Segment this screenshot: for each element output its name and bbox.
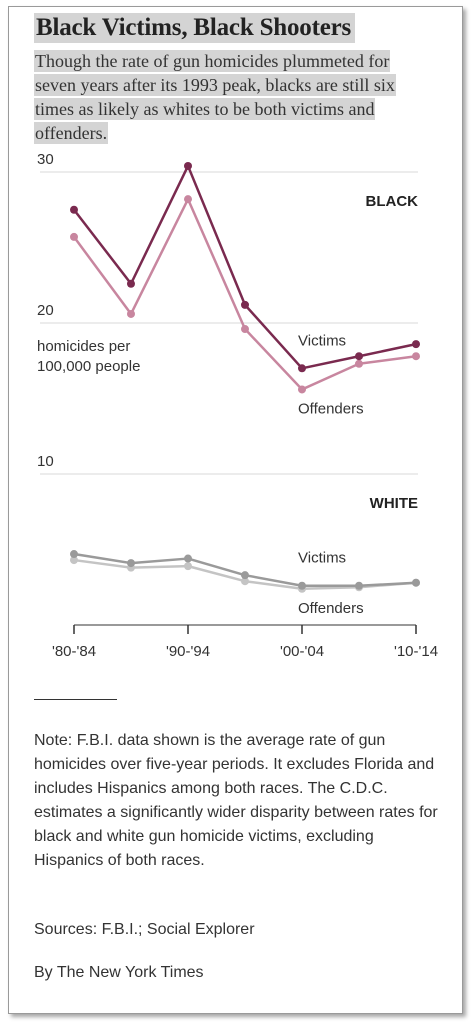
chart-note: Note: F.B.I. data shown is the average r…	[34, 732, 438, 869]
y-tick-label: 20	[37, 302, 54, 319]
chart-byline: By The New York Times	[34, 964, 204, 981]
series-label-victims: Victims	[298, 550, 346, 567]
data-point	[70, 205, 78, 214]
y-tick-label: 10	[37, 453, 54, 470]
data-point	[298, 581, 306, 590]
series-label-victims: Victims	[298, 332, 346, 349]
series-label-offenders: Offenders	[298, 400, 364, 417]
chart-subtitle: Though the rate of gun homicides plummet…	[34, 49, 432, 145]
data-point	[298, 385, 306, 394]
chart-subtitle-text: Though the rate of gun homicides plummet…	[34, 50, 396, 144]
data-point	[184, 562, 192, 571]
data-point	[70, 232, 78, 241]
data-point	[127, 559, 135, 568]
y-tick-label: 30	[37, 151, 54, 168]
data-point	[184, 161, 192, 170]
data-point	[184, 554, 192, 563]
panel-label-white: WHITE	[370, 495, 418, 512]
x-tick-label: '90-'94	[166, 643, 210, 660]
data-point	[355, 359, 363, 368]
line-chart: 10 20 30 homicides per 100,000 people '80-'84…	[37, 151, 438, 660]
data-point	[184, 195, 192, 204]
series-label-offenders: Offenders	[298, 600, 364, 617]
data-point	[241, 577, 249, 586]
x-tick-label: '80-'84	[52, 643, 96, 660]
data-point	[127, 309, 135, 318]
graphic-frame	[8, 6, 463, 1014]
data-point	[241, 571, 249, 580]
data-point	[70, 556, 78, 565]
data-point	[412, 340, 420, 349]
data-point	[412, 352, 420, 361]
data-point	[412, 578, 420, 587]
data-point	[241, 300, 249, 309]
y-axis-label: 100,000 people	[37, 358, 140, 375]
footer-divider	[34, 699, 117, 700]
x-tick-label: '00-'04	[280, 643, 324, 660]
data-point	[70, 550, 78, 559]
data-point	[127, 279, 135, 288]
x-tick-label: '10-'14	[394, 643, 438, 660]
data-point	[241, 325, 249, 334]
chart-title: Black Victims, Black Shooters	[34, 13, 356, 43]
panel-label-black: BLACK	[366, 193, 419, 210]
chart-sources: Sources: F.B.I.; Social Explorer	[34, 921, 255, 938]
data-point	[355, 352, 363, 361]
y-axis-label: homicides per	[37, 338, 130, 355]
data-point	[298, 364, 306, 373]
data-point	[355, 581, 363, 590]
